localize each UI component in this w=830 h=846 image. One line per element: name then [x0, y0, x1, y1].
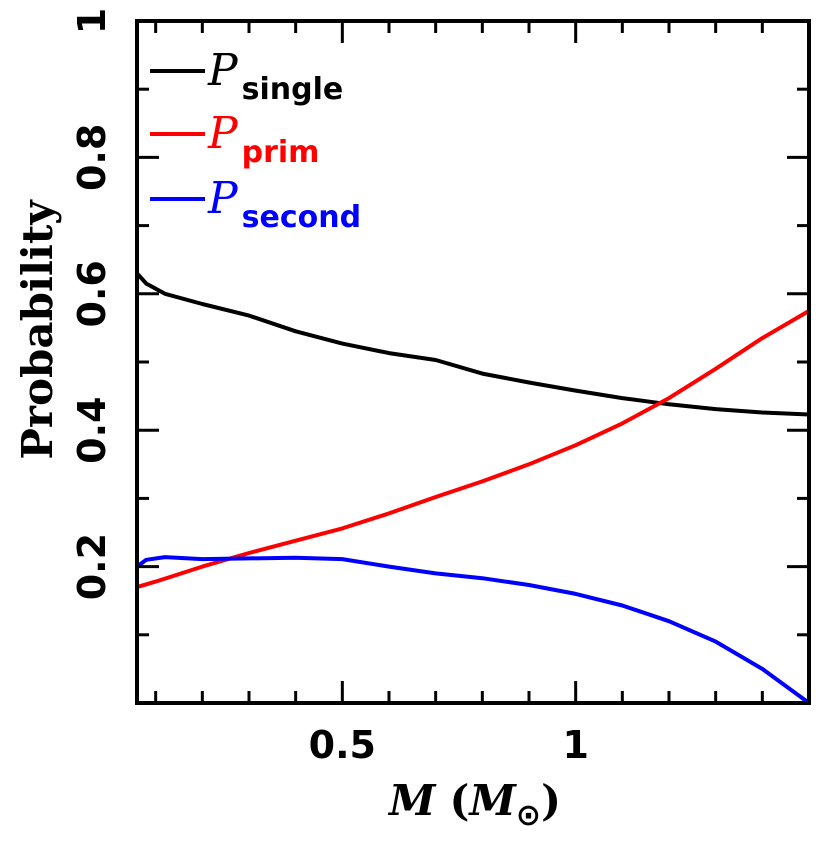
series-line-second: [135, 555, 811, 705]
x-tick-label: 1: [562, 723, 588, 767]
ticks-layer: [137, 19, 809, 703]
x-axis-title-xlabel-unit-sub: ⊙: [516, 798, 541, 833]
x-axis-title-xlabel-unit-open: (: [450, 776, 470, 825]
x-axis-title: M (M⊙): [387, 776, 561, 833]
series-line-single: [135, 271, 811, 417]
series-layer: [135, 271, 811, 705]
series-line-prim: [135, 308, 811, 590]
y-tick-label: 0.4: [70, 397, 114, 464]
y-axis-title: Probability: [13, 199, 62, 460]
y-tick-label: 0.2: [70, 533, 114, 600]
x-axis-title-xlabel-unit-close: ): [541, 776, 561, 825]
x-axis-title-xlabel-symbol: M: [387, 776, 437, 825]
legend-symbol: P: [207, 45, 239, 96]
x-axis-title-xlabel-unit-symbol: M: [467, 776, 517, 825]
plot-frame: [135, 19, 811, 705]
legend-subscript: prim: [242, 135, 320, 170]
y-tick-label: 0.6: [70, 260, 114, 327]
y-tick-label: 0.8: [70, 124, 114, 191]
legend-symbol: P: [207, 108, 239, 159]
y-tick-label: 1: [70, 8, 114, 34]
legend-symbol: P: [207, 173, 239, 224]
legend-subscript: second: [242, 200, 361, 235]
legend-subscript: single: [242, 72, 344, 107]
x-tick-label: 0.5: [309, 723, 376, 767]
